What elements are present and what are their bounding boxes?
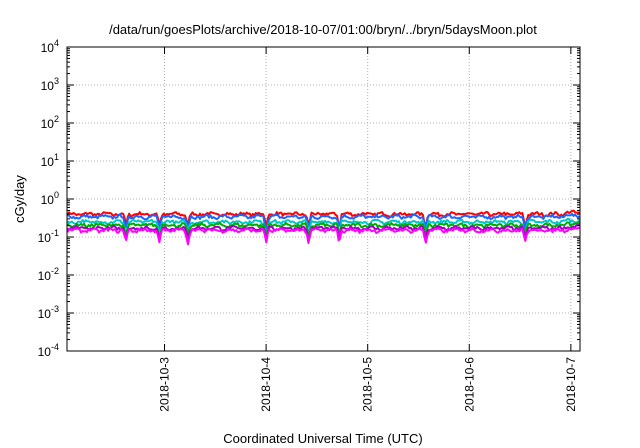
y-tick-label: 102 xyxy=(41,114,59,131)
series-line xyxy=(67,212,581,232)
y-tick-label: 101 xyxy=(41,152,59,169)
x-axis-label: Coordinated Universal Time (UTC) xyxy=(223,431,422,446)
series-layer xyxy=(66,209,581,246)
series-line xyxy=(66,224,580,242)
y-tick-label: 10-2 xyxy=(38,266,59,283)
ticks xyxy=(67,46,580,352)
chart-title: /data/run/goesPlots/archive/2018-10-07/0… xyxy=(109,22,537,37)
x-tick-label: 2018-10-5 xyxy=(361,357,375,412)
series-line xyxy=(66,221,581,240)
x-tick-label: 2018-10-3 xyxy=(158,357,172,412)
x-tick-labels: 2018-10-3 2018-10-4 2018-10-5 2018-10-6 2018… xyxy=(158,357,578,412)
y-tick-label: 100 xyxy=(41,190,59,207)
y-tick-label: 10-4 xyxy=(38,342,59,359)
series-line xyxy=(66,226,580,246)
y-axis-label: cGy/day xyxy=(12,175,27,223)
y-tick-label: 103 xyxy=(41,76,59,93)
y-tick-label: 104 xyxy=(41,38,59,55)
y-tick-label: 10-1 xyxy=(38,228,59,245)
plot-frame xyxy=(66,46,581,352)
x-tick-label: 2018-10-6 xyxy=(462,357,476,412)
y-tick-labels: 10-4 10-3 10-2 10-1 100 101 102 103 104 xyxy=(38,38,59,359)
grid xyxy=(67,47,580,351)
x-tick-label: 2018-10-7 xyxy=(564,357,578,412)
x-tick-label: 2018-10-4 xyxy=(259,357,273,412)
y-tick-label: 10-3 xyxy=(38,304,59,321)
